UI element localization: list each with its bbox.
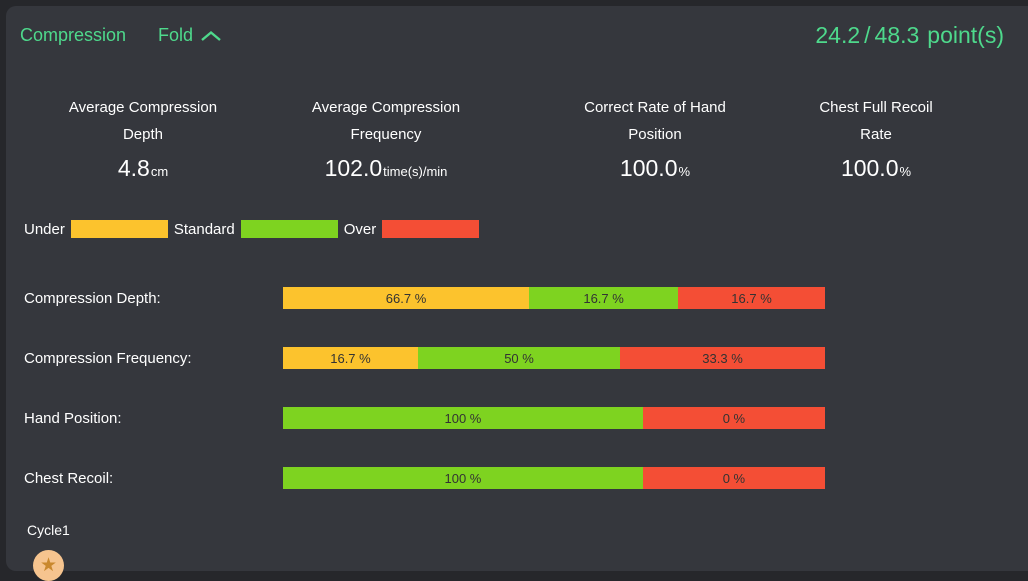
metric-value: 100.0% [584, 155, 726, 182]
score-value: 24.2 [815, 21, 861, 48]
metric-title-line: Average Compression [311, 99, 461, 116]
legend-swatch-over [382, 220, 480, 238]
bar-segment-under: 66.7 % [283, 287, 530, 309]
metric-title: Average Compression Depth [69, 94, 217, 148]
stacked-bar: 66.7 % 16.7 % 16.7 % [283, 287, 825, 309]
cycle-label: Cycle1 [27, 522, 70, 538]
bar-segment-over: 16.7 % [678, 287, 825, 309]
metric-value-number: 100.0 [619, 155, 678, 181]
bar-segment-over: 0 % [642, 407, 825, 429]
bar-segment-standard: 50 % [417, 347, 621, 369]
metric-title: Correct Rate of Hand Position [584, 94, 726, 148]
bar-segment-over: 0 % [642, 467, 825, 489]
legend-label-standard: Standard [173, 220, 235, 238]
chevron-up-icon [201, 30, 221, 41]
metric-value: 100.0% [819, 155, 932, 182]
legend-swatch-under [70, 220, 168, 238]
bar-segment-over: 33.3 % [620, 347, 825, 369]
metric-title-line: Correct Rate of Hand [584, 99, 726, 116]
panel-title: Compression [20, 24, 127, 45]
metric-value-unit: cm [150, 164, 169, 179]
panel-header: Compression Fold 24.2 / 48.3 point(s) [20, 18, 1004, 52]
metric-card: Average Compression Depth 4.8cm [69, 94, 217, 182]
bar-row: Chest Recoil: 100 % 0 % [24, 467, 825, 489]
metric-card: Average Compression Frequency 102.0time(s)… [312, 94, 460, 182]
bar-segment-standard: 16.7 % [529, 287, 679, 309]
metric-title-line: Average Compression [68, 99, 218, 116]
compression-panel: Compression Fold 24.2 / 48.3 point(s) Av… [6, 6, 1028, 571]
legend-label-under: Under [24, 220, 65, 238]
bar-segment-standard: 100 % [283, 407, 643, 429]
score-display: 24.2 / 48.3 point(s) [815, 22, 1004, 49]
fold-label: Fold [158, 24, 194, 45]
metric-card: Correct Rate of Hand Position 100.0% [584, 94, 726, 182]
metrics-grid: Average Compression Depth 4.8cm Average Com… [6, 94, 1028, 194]
stacked-bar: 100 % 0 % [283, 467, 825, 489]
metric-value: 102.0time(s)/min [312, 155, 460, 182]
bar-row-label: Hand Position: [24, 409, 122, 427]
bar-row-label: Chest Recoil: [24, 469, 114, 487]
metric-value-unit: % [678, 164, 691, 179]
metric-value-number: 100.0 [840, 155, 899, 181]
metric-value: 4.8cm [69, 155, 217, 182]
bar-row: Compression Frequency: 16.7 % 50 % 33.3 % [24, 347, 825, 369]
metric-value-unit: % [899, 164, 912, 179]
metric-title-line: Position [628, 126, 682, 143]
metric-value-number: 4.8 [117, 155, 150, 181]
bar-segment-standard: 100 % [283, 467, 643, 489]
stacked-bar: 16.7 % 50 % 33.3 % [283, 347, 825, 369]
bar-row: Hand Position: 100 % 0 % [24, 407, 825, 429]
score-total: 48.3 [874, 21, 920, 48]
legend-swatch-standard [240, 220, 338, 238]
legend-label-over: Over [343, 220, 377, 238]
metric-value-number: 102.0 [324, 155, 383, 181]
bar-row-label: Compression Depth: [24, 289, 161, 307]
score-separator: / [864, 21, 871, 48]
bar-chart: Compression Depth: 66.7 % 16.7 % 16.7 % Comp… [24, 287, 825, 527]
metric-card: Chest Full Recoil Rate 100.0% [819, 94, 932, 182]
cycle-star-badge[interactable]: ★ [33, 550, 64, 581]
metric-title-line: Chest Full Recoil [819, 99, 933, 116]
metric-value-unit: time(s)/min [383, 164, 448, 179]
score-unit: point(s) [927, 21, 1004, 48]
bar-segment-under: 16.7 % [283, 347, 418, 369]
legend: Under Standard Over [24, 220, 480, 238]
metric-title-line: Depth [122, 126, 164, 143]
bar-row-label: Compression Frequency: [24, 349, 192, 367]
metric-title-line: Frequency [350, 126, 422, 143]
metric-title: Average Compression Frequency [312, 94, 460, 148]
metric-title: Chest Full Recoil Rate [819, 94, 932, 148]
metric-title-line: Rate [860, 126, 892, 143]
bar-row: Compression Depth: 66.7 % 16.7 % 16.7 % [24, 287, 825, 309]
stacked-bar: 100 % 0 % [283, 407, 825, 429]
star-icon: ★ [39, 554, 58, 576]
fold-toggle[interactable]: Fold [158, 25, 222, 46]
